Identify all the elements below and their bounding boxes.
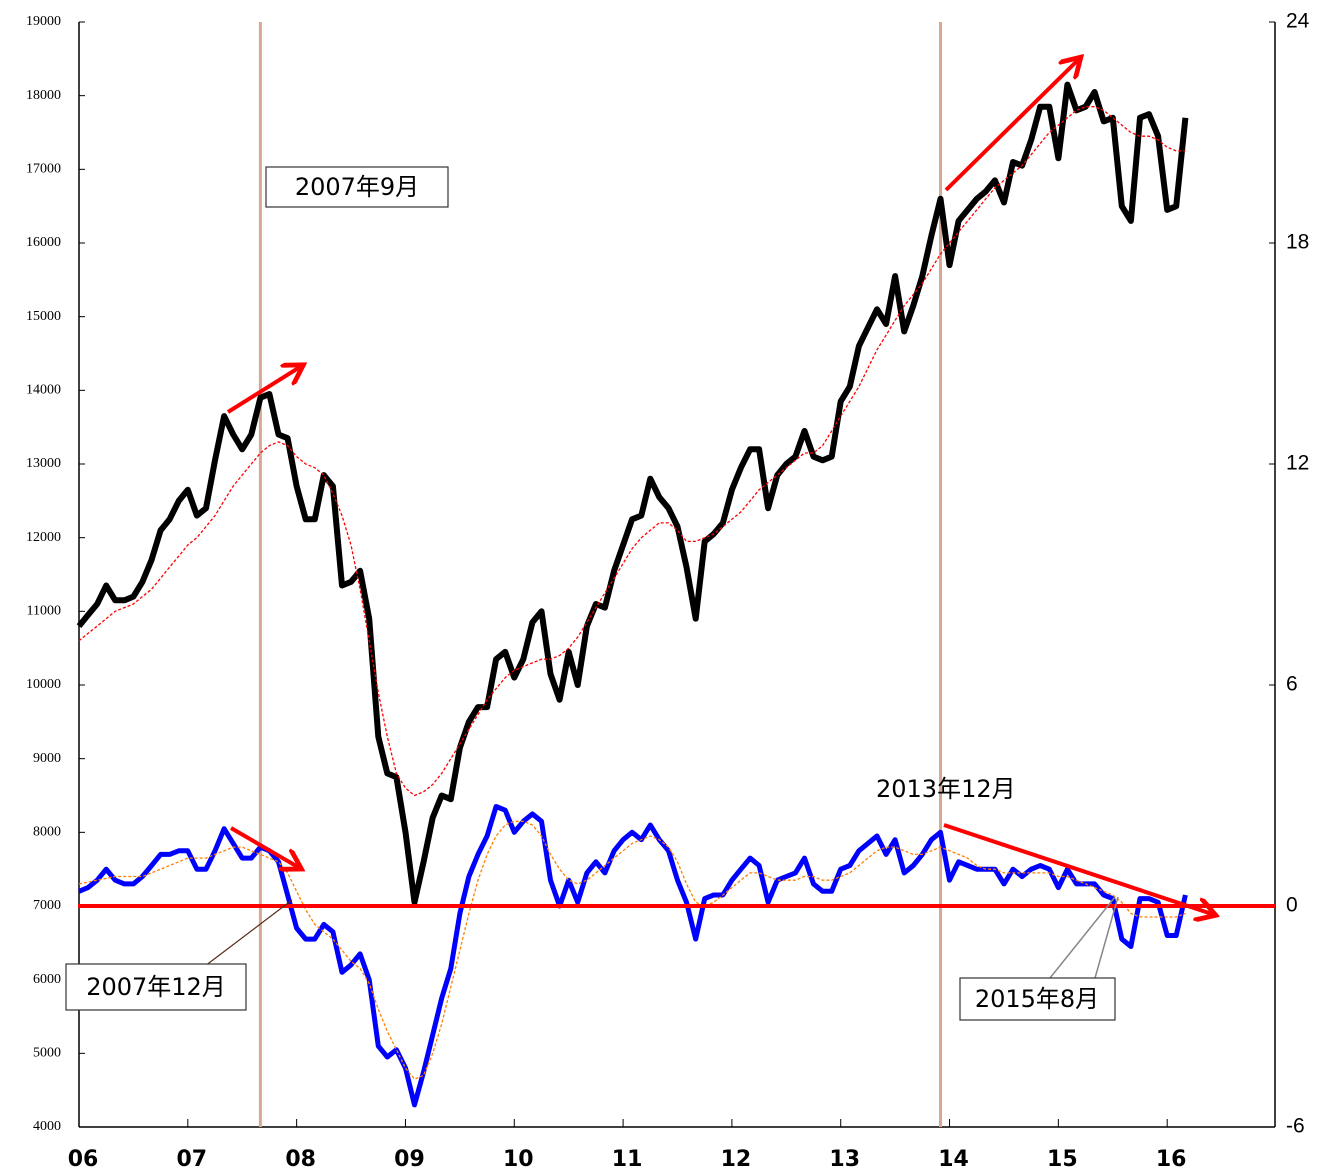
- leader-line: [1094, 896, 1119, 979]
- series-line: [78, 820, 1186, 1080]
- trend-arrow: [226, 367, 300, 414]
- y2-tick-label: 18: [1286, 231, 1309, 254]
- annotation: 2007年9月: [295, 173, 419, 201]
- y-tick-label: 14000: [26, 383, 61, 398]
- x-tick-label: 15: [1047, 1147, 1078, 1172]
- x-tick-label: 08: [285, 1147, 316, 1172]
- annotation: 2015年8月: [975, 985, 1099, 1013]
- annotation-box: [65, 963, 247, 1011]
- y2-tick-label: -6: [1286, 1115, 1305, 1138]
- trend-arrow: [944, 60, 1078, 192]
- y-tick-label: 19000: [26, 14, 61, 29]
- trend-arrow: [943, 823, 1212, 914]
- x-tick-label: 07: [177, 1147, 208, 1172]
- annotation-box: [959, 977, 1116, 1021]
- annotation-box: [265, 166, 449, 208]
- y-tick-label: 4000: [33, 1119, 61, 1134]
- x-tick-label: 14: [938, 1147, 969, 1172]
- annotation: 2007年12月: [86, 973, 226, 1001]
- y-tick-label: 18000: [26, 88, 61, 103]
- x-tick-label: 13: [829, 1147, 860, 1172]
- y-tick-label: 5000: [33, 1046, 61, 1061]
- x-tick-label: 12: [721, 1147, 752, 1172]
- y-tick-label: 7000: [33, 898, 61, 913]
- leader-line: [1049, 896, 1116, 979]
- y2-tick-label: 0: [1286, 894, 1298, 917]
- annotations: 2007年9月 2013年12月 2007年12月 2015年8月: [65, 60, 1275, 1021]
- y-tick-label: 8000: [33, 825, 61, 840]
- series-line: [76, 81, 1189, 906]
- annotation: 2013年12月: [876, 775, 1016, 803]
- y-tick-label: 6000: [33, 972, 61, 987]
- x-tick-label: 16: [1156, 1147, 1187, 1172]
- y-tick-label: 16000: [26, 235, 61, 250]
- x-tick-label: 06: [68, 1147, 99, 1172]
- x-tick-label: 10: [503, 1147, 534, 1172]
- y2-tick-label: 6: [1286, 673, 1298, 696]
- y-tick-label: 9000: [33, 751, 61, 766]
- y-tick-label: 12000: [26, 530, 61, 545]
- x-tick-label: 11: [612, 1147, 643, 1172]
- y-tick-label: 17000: [26, 162, 61, 177]
- trend-arrow: [229, 826, 298, 867]
- y2-tick-label: 24: [1286, 10, 1310, 33]
- x-tick-label: 09: [394, 1147, 425, 1172]
- series-line: [78, 106, 1186, 797]
- y-tick-label: 10000: [26, 677, 61, 692]
- y-tick-label: 15000: [26, 309, 61, 324]
- y2-tick-label: 12: [1286, 452, 1309, 475]
- y-tick-label: 13000: [26, 456, 61, 471]
- leader-line: [204, 899, 293, 967]
- y-tick-label: 11000: [27, 604, 61, 619]
